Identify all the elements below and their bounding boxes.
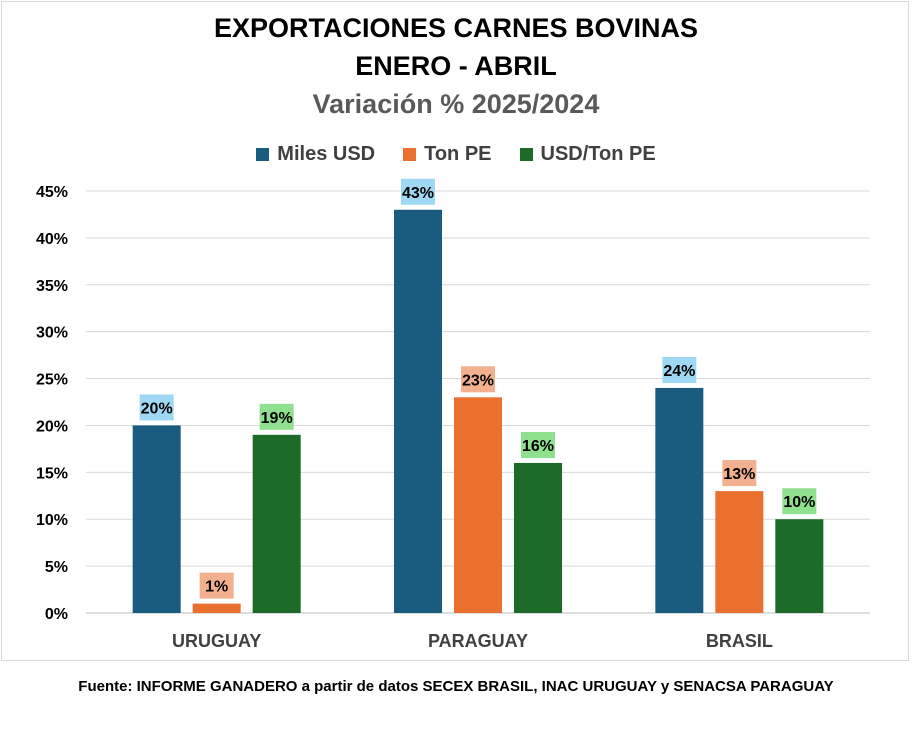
bar xyxy=(775,519,824,613)
data-label: 16% xyxy=(522,438,554,455)
y-tick-label: 5% xyxy=(45,559,68,576)
data-label: 43% xyxy=(402,185,434,202)
data-label: 10% xyxy=(783,494,815,511)
bar xyxy=(192,603,241,613)
y-tick-label: 35% xyxy=(36,278,68,295)
data-label-box xyxy=(662,356,697,383)
y-tick-label: 10% xyxy=(36,512,68,529)
data-label-box xyxy=(139,394,174,421)
y-tick-label: 15% xyxy=(36,465,68,482)
x-category-label: URUGUAY xyxy=(172,631,261,651)
data-label: 13% xyxy=(723,466,755,483)
legend-item-usd-ton-pe: USD/Ton PE xyxy=(519,143,656,166)
bar xyxy=(514,462,562,613)
data-label-box xyxy=(722,460,757,487)
legend-label-ton-pe: Ton PE xyxy=(424,143,492,165)
chart-title: EXPORTACIONES CARNES BOVINAS xyxy=(213,13,699,43)
legend-swatch-ton-pe xyxy=(403,148,417,161)
data-label-box xyxy=(199,572,234,599)
y-tick-label: 0% xyxy=(45,606,68,623)
y-tick-label: 45% xyxy=(36,184,68,201)
legend-label-miles-usd: Miles USD xyxy=(277,143,376,165)
bar xyxy=(132,425,181,613)
bar-plot: 0% 5% 10% 15% 20% 25% 30% 35% 40% 45% 20% 1% 19% URUG… xyxy=(36,178,870,651)
y-tick-label: 40% xyxy=(36,231,68,248)
source-note: Fuente: INFORME GANADERO a partir de dat… xyxy=(78,678,834,695)
bar xyxy=(655,387,704,613)
data-label-box xyxy=(782,488,817,515)
bar xyxy=(394,209,442,613)
legend-item-miles-usd: Miles USD xyxy=(256,143,375,166)
legend-swatch-usd-ton-pe xyxy=(519,148,533,161)
data-label: 23% xyxy=(462,372,494,389)
x-category-label: PARAGUAY xyxy=(428,631,528,651)
bar xyxy=(715,491,764,613)
y-tick-label: 30% xyxy=(36,325,68,342)
data-label: 19% xyxy=(261,410,293,427)
bar xyxy=(454,397,502,613)
data-label-box xyxy=(461,366,495,393)
bar xyxy=(252,434,301,613)
x-category-label: BRASIL xyxy=(706,631,773,651)
legend-label-usd-ton-pe: USD/Ton PE xyxy=(540,143,656,165)
chart-subtitle-variation: Variación % 2025/2024 xyxy=(312,89,600,119)
data-label: 1% xyxy=(205,579,228,596)
data-label-box xyxy=(521,431,555,458)
legend: Miles USD Ton PE USD/Ton PE xyxy=(0,143,912,166)
data-label: 24% xyxy=(663,363,695,380)
y-tick-label: 20% xyxy=(36,418,68,435)
chart-subtitle-period: ENERO - ABRIL xyxy=(355,51,557,81)
y-tick-label: 25% xyxy=(36,372,68,389)
data-label-box xyxy=(259,403,294,430)
legend-item-ton-pe: Ton PE xyxy=(403,143,492,166)
data-label: 20% xyxy=(141,400,173,417)
legend-swatch-miles-usd xyxy=(256,148,270,161)
data-label-box xyxy=(401,178,435,205)
